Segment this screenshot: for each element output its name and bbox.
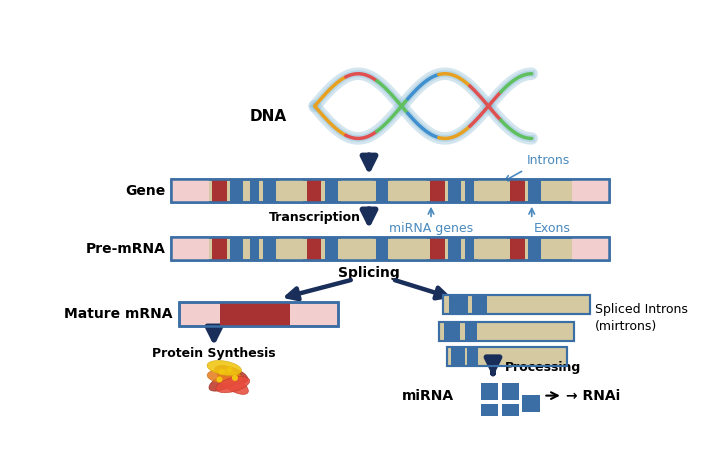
Text: Gene: Gene [125,184,165,198]
Bar [443,295,590,314]
Circle shape [228,367,232,372]
Text: Splicing: Splicing [338,266,400,280]
Bar [482,404,498,421]
Text: Protein Synthesis: Protein Synthesis [152,347,276,360]
Ellipse shape [213,372,246,389]
Bar [572,237,609,260]
Bar [171,179,609,202]
Bar [449,295,468,314]
Text: miRNA: miRNA [402,389,454,403]
Bar [263,237,276,260]
Bar [449,179,462,202]
Bar [523,395,539,412]
Bar [438,322,575,341]
Bar [263,179,276,202]
Bar [503,404,519,421]
Bar [444,322,461,341]
Bar [171,179,209,202]
Bar [230,179,243,202]
Text: Introns: Introns [526,154,570,167]
Bar [220,303,290,325]
Bar [171,179,609,202]
Bar [449,237,462,260]
Bar [465,237,474,260]
Bar [465,179,474,202]
Text: Pre-mRNA: Pre-mRNA [85,241,165,255]
Bar [528,179,541,202]
Bar [467,347,478,366]
Bar [171,237,209,260]
Bar [179,303,338,325]
Bar [464,322,477,341]
Bar [503,383,519,400]
Bar [341,179,374,202]
Bar [431,179,445,202]
Bar [179,303,338,325]
Bar [477,237,507,260]
Bar [230,237,243,260]
Ellipse shape [210,368,242,388]
Bar [279,237,303,260]
Bar [251,237,259,260]
Bar [171,237,609,260]
Bar [431,237,445,260]
Bar [212,179,227,202]
Bar [451,347,464,366]
Bar [307,237,321,260]
Bar [572,179,609,202]
Text: Spliced Introns
(mirtrons): Spliced Introns (mirtrons) [595,303,688,333]
Text: miRNA genes: miRNA genes [389,222,473,235]
Bar [438,322,575,341]
Text: → RNAi: → RNAi [566,389,620,403]
Ellipse shape [203,359,237,375]
Bar [390,237,427,260]
Bar [325,179,338,202]
Bar [528,237,541,260]
Text: Exons: Exons [534,222,571,235]
Bar [251,179,259,202]
Bar [376,237,389,260]
Bar [390,179,427,202]
Bar [477,179,507,202]
Bar [482,383,498,400]
Bar [341,237,374,260]
Ellipse shape [216,376,251,390]
Bar [446,347,567,366]
Text: Mature mRNA: Mature mRNA [64,307,173,321]
Circle shape [217,377,222,382]
Bar [307,179,321,202]
Bar [325,237,338,260]
Text: DNA: DNA [250,109,287,124]
Bar [443,295,590,314]
Bar [212,237,227,260]
Bar [510,237,525,260]
Bar [446,347,567,366]
Bar [510,179,525,202]
Bar [279,179,303,202]
Bar [171,237,609,260]
Circle shape [220,369,224,374]
Circle shape [233,375,238,380]
Text: Processing: Processing [505,361,581,375]
Bar [376,179,389,202]
Ellipse shape [215,368,249,382]
Ellipse shape [203,373,234,394]
Bar [472,295,487,314]
Text: Transcription: Transcription [269,211,361,224]
